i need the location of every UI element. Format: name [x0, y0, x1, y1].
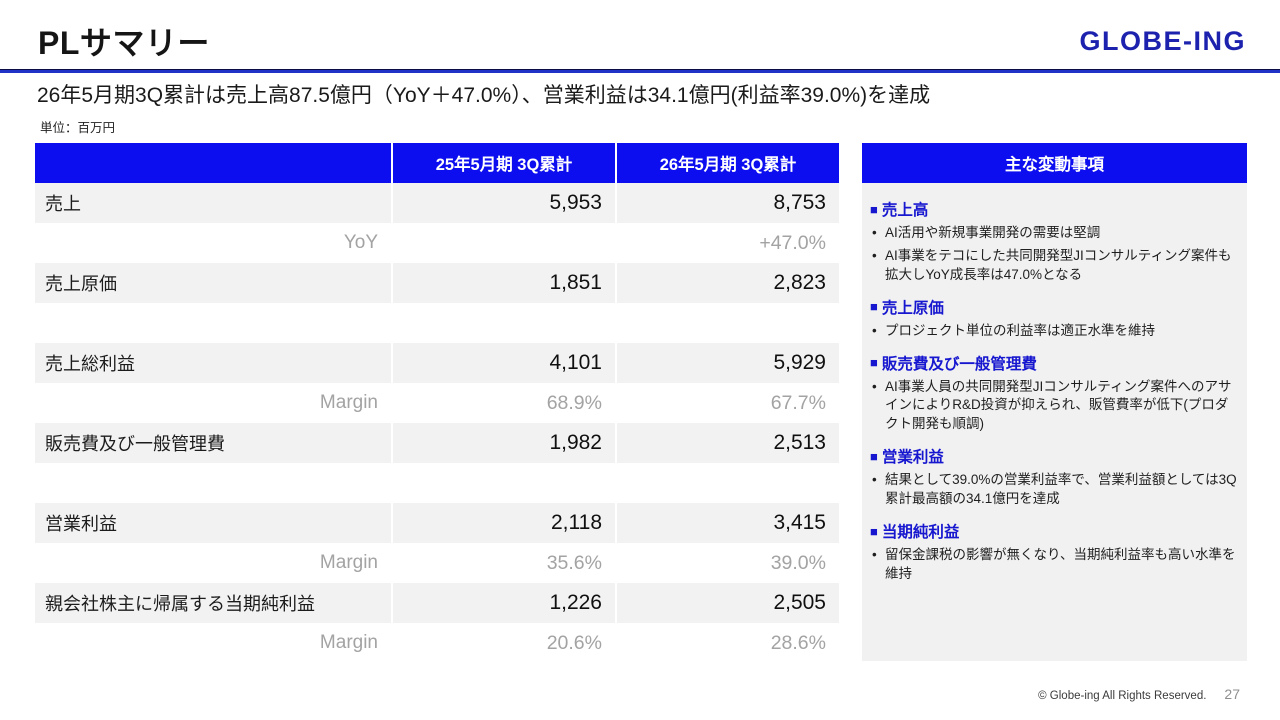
- section-heading: ■ 売上高: [870, 198, 1237, 220]
- table-spacer-row: [35, 463, 839, 503]
- col1-value: 2,118: [391, 503, 615, 543]
- note-bullet: • AI事業をテコにした共同開発型JIコンサルティング案件も拡大しYoY成長率は…: [870, 247, 1237, 285]
- col1-value: 20.6%: [546, 631, 602, 654]
- table-row: 営業利益 2,118 3,415: [35, 503, 839, 543]
- table-row: YoY +47.0%: [35, 223, 839, 263]
- section-heading-label: 営業利益: [881, 449, 944, 467]
- row-label: YoY: [343, 232, 378, 253]
- bullet-text: AI事業人員の共同開発型JIコンサルティング案件へのアサインによりR&D投資が抑…: [885, 378, 1232, 432]
- table-header-fy25: 25年5月期 3Q累計: [391, 143, 615, 183]
- table-row: 親会社株主に帰属する当期純利益 1,226 2,505: [35, 583, 839, 623]
- note-section-cogs: ■ 売上原価 • プロジェクト単位の利益率は適正水準を維持: [870, 296, 1237, 341]
- unit-label: 単位：百万円: [40, 121, 116, 135]
- bullet-icon: •: [872, 225, 877, 240]
- note-bullet: • 結果として39.0%の営業利益率で、営業利益額としては3Q累計最高額の34.…: [870, 471, 1237, 509]
- bullet-text: AI事業をテコにした共同開発型JIコンサルティング案件も拡大しYoY成長率は47…: [885, 247, 1232, 282]
- row-label: 売上総利益: [45, 354, 135, 374]
- table-row: 売上 5,953 8,753: [35, 183, 839, 223]
- section-heading-label: 売上高: [881, 202, 929, 219]
- key-changes-title: 主な変動事項: [862, 143, 1247, 183]
- col1-value: 1,851: [391, 263, 615, 303]
- table-row: 売上原価 1,851 2,823: [35, 263, 839, 303]
- square-marker-icon: ■: [870, 523, 878, 539]
- table-spacer-row: [35, 303, 839, 343]
- pl-summary-table: 25年5月期 3Q累計 26年5月期 3Q累計 売上 5,953 8,753 Y…: [35, 143, 839, 663]
- table-row: Margin 35.6% 39.0%: [35, 543, 839, 583]
- col2-value: 8,753: [615, 183, 839, 223]
- col1-value: 35.6%: [546, 551, 602, 574]
- col1-value: 4,101: [391, 343, 615, 383]
- bullet-icon: •: [872, 247, 877, 263]
- row-label: 売上原価: [45, 274, 117, 294]
- col2-value: 39.0%: [770, 551, 826, 574]
- row-label: Margin: [319, 632, 378, 653]
- section-heading-label: 当期純利益: [881, 524, 960, 542]
- globe-ing-logo: GLOBE-ING: [1079, 26, 1246, 56]
- section-heading: ■ 営業利益: [870, 445, 1237, 467]
- bullet-icon: •: [872, 547, 877, 563]
- section-heading: ■ 販売費及び一般管理費: [870, 352, 1237, 374]
- table-row: Margin 68.9% 67.7%: [35, 383, 839, 423]
- col1-value: 5,953: [391, 183, 615, 223]
- table-header-row: 25年5月期 3Q累計 26年5月期 3Q累計: [35, 143, 839, 183]
- col2-value: 2,823: [615, 263, 839, 303]
- square-marker-icon: ■: [870, 448, 878, 464]
- note-bullet: • プロジェクト単位の利益率は適正水準を維持: [870, 322, 1237, 341]
- page-title: PLサマリー: [38, 25, 210, 61]
- col2-value: +47.0%: [759, 231, 826, 254]
- bullet-icon: •: [872, 472, 877, 488]
- square-marker-icon: ■: [870, 299, 878, 315]
- col1-value: 1,982: [391, 423, 615, 463]
- bullet-icon: •: [872, 322, 877, 338]
- col1-value: 68.9%: [546, 391, 602, 414]
- note-bullet: • AI活用や新規事業開発の需要は堅調: [870, 224, 1237, 243]
- note-bullet: • AI事業人員の共同開発型JIコンサルティング案件へのアサインによりR&D投資…: [870, 378, 1237, 435]
- key-changes-body: ■ 売上高 • AI活用や新規事業開発の需要は堅調 • AI事業をテコにした共同…: [862, 183, 1247, 661]
- row-label: Margin: [319, 392, 378, 413]
- bullet-text: プロジェクト単位の利益率は適正水準を維持: [885, 322, 1155, 338]
- bullet-text: 結果として39.0%の営業利益率で、営業利益額としては3Q累計最高額の34.1億…: [885, 472, 1237, 507]
- square-marker-icon: ■: [870, 355, 878, 371]
- bullet-text: 留保金課税の影響が無くなり、当期純利益率も高い水準を維持: [885, 547, 1236, 581]
- col2-value: 5,929: [615, 343, 839, 383]
- table-header-label: [35, 143, 391, 183]
- section-heading: ■ 当期純利益: [870, 520, 1237, 542]
- col1-value: [391, 223, 615, 263]
- square-marker-icon: ■: [870, 201, 878, 217]
- row-label: 営業利益: [45, 514, 117, 534]
- table-header-fy26: 26年5月期 3Q累計: [615, 143, 839, 183]
- table-row: 売上総利益 4,101 5,929: [35, 343, 839, 383]
- section-heading: ■ 売上原価: [870, 296, 1237, 318]
- key-changes-panel: 主な変動事項 ■ 売上高 • AI活用や新規事業開発の需要は堅調 • AI事業を…: [862, 143, 1247, 661]
- col2-value: 2,505: [615, 583, 839, 623]
- copyright-text: © Globe-ing All Rights Reserved.: [1038, 690, 1207, 702]
- section-heading-label: 売上原価: [881, 299, 944, 317]
- note-bullet: • 留保金課税の影響が無くなり、当期純利益率も高い水準を維持: [870, 546, 1237, 584]
- note-section-sga: ■ 販売費及び一般管理費 • AI事業人員の共同開発型JIコンサルティング案件へ…: [870, 352, 1237, 435]
- header-divider: [0, 69, 1280, 73]
- col1-value: 1,226: [391, 583, 615, 623]
- note-section-sales: ■ 売上高 • AI活用や新規事業開発の需要は堅調 • AI事業をテコにした共同…: [870, 198, 1237, 285]
- note-section-net-income: ■ 当期純利益 • 留保金課税の影響が無くなり、当期純利益率も高い水準を維持: [870, 520, 1237, 584]
- row-label: Margin: [319, 552, 378, 573]
- table-row: 販売費及び一般管理費 1,982 2,513: [35, 423, 839, 463]
- table-row: Margin 20.6% 28.6%: [35, 623, 839, 663]
- row-label: 親会社株主に帰属する当期純利益: [45, 594, 315, 614]
- section-heading-label: 販売費及び一般管理費: [881, 355, 1037, 373]
- col2-value: 67.7%: [770, 391, 826, 414]
- row-label: 販売費及び一般管理費: [45, 434, 225, 454]
- bullet-text: AI活用や新規事業開発の需要は堅調: [885, 225, 1101, 240]
- page-number: 27: [1224, 686, 1240, 702]
- row-label: 売上: [45, 194, 81, 214]
- col2-value: 28.6%: [770, 631, 826, 654]
- col2-value: 2,513: [615, 423, 839, 463]
- slide-subtitle: 26年5月期3Q累計は売上高87.5億円（YoY＋47.0%）、営業利益は34.…: [37, 84, 931, 107]
- note-section-operating-profit: ■ 営業利益 • 結果として39.0%の営業利益率で、営業利益額としては3Q累計…: [870, 445, 1237, 509]
- slide-footer: © Globe-ing All Rights Reserved. 27: [1038, 686, 1240, 702]
- col2-value: 3,415: [615, 503, 839, 543]
- bullet-icon: •: [872, 378, 877, 394]
